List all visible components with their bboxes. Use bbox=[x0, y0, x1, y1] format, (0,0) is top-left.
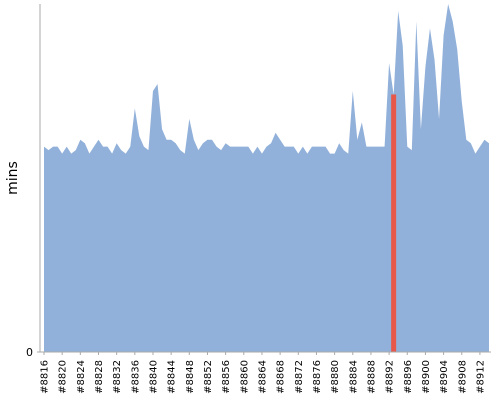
x-tick-label: #8900 bbox=[421, 360, 432, 394]
y-axis-label: mins bbox=[5, 161, 21, 195]
x-tick-label: #8820 bbox=[58, 360, 69, 394]
x-tick-label: #8908 bbox=[457, 360, 468, 394]
x-tick-label: #8852 bbox=[203, 360, 214, 394]
x-tick-label: #8836 bbox=[130, 360, 141, 394]
x-tick-label: #8828 bbox=[94, 360, 105, 394]
x-tick-label: #8848 bbox=[185, 360, 196, 394]
x-tick-label: #8884 bbox=[348, 360, 359, 394]
x-tick-label: #8888 bbox=[366, 360, 377, 394]
y-tick-label: 0 bbox=[26, 346, 33, 359]
x-tick-label: #8824 bbox=[76, 360, 87, 394]
x-tick-label: #8856 bbox=[221, 360, 232, 394]
x-tick-label: #8860 bbox=[239, 360, 250, 394]
x-tick-label: #8832 bbox=[112, 360, 123, 394]
x-tick-label: #8904 bbox=[439, 360, 450, 394]
x-tick-label: #8896 bbox=[403, 360, 414, 394]
x-tick-label: #8892 bbox=[385, 360, 396, 394]
x-tick-label: #8840 bbox=[148, 360, 159, 394]
x-tick-label: #8876 bbox=[312, 360, 323, 394]
x-tick-label: #8816 bbox=[40, 360, 51, 394]
x-tick-label: #8868 bbox=[276, 360, 287, 394]
x-tick-label: #8872 bbox=[294, 360, 305, 394]
x-tick-label: #8844 bbox=[167, 360, 178, 394]
x-tick-label: #8880 bbox=[330, 360, 341, 394]
highlight-bar bbox=[391, 94, 397, 352]
x-tick-label: #8864 bbox=[257, 360, 268, 394]
area bbox=[44, 4, 489, 352]
x-tick-label: #8912 bbox=[475, 360, 486, 394]
